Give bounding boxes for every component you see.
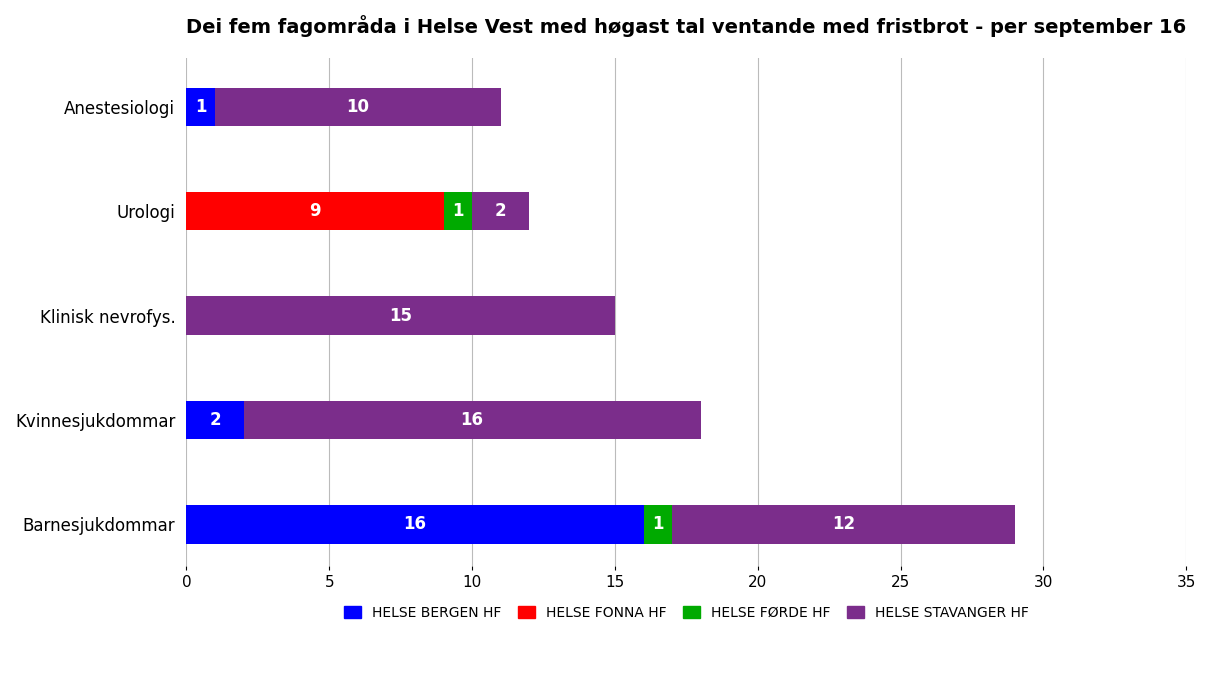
Bar (186, 88, 216, 126)
Text: 9: 9 (309, 202, 321, 220)
Bar (186, 296, 615, 335)
Text: 1: 1 (195, 98, 207, 116)
Bar (672, 505, 1015, 544)
Legend: HELSE BERGEN HF, HELSE FONNA HF, HELSE FØRDE HF, HELSE STAVANGER HF: HELSE BERGEN HF, HELSE FONNA HF, HELSE F… (339, 600, 1034, 626)
Bar (243, 401, 701, 439)
Text: 16: 16 (403, 516, 426, 534)
Text: 2: 2 (495, 202, 506, 220)
Bar (186, 505, 643, 544)
Bar (443, 192, 472, 230)
Bar (643, 505, 672, 544)
Text: 2: 2 (210, 411, 220, 429)
Bar (186, 401, 243, 439)
Text: 15: 15 (389, 307, 412, 325)
Bar (186, 192, 443, 230)
Text: 10: 10 (346, 98, 369, 116)
Title: Dei fem fagområda i Helse Vest med høgast tal ventande med fristbrot - per septe: Dei fem fagområda i Helse Vest med høgas… (186, 15, 1187, 37)
Text: 16: 16 (460, 411, 483, 429)
Text: 1: 1 (652, 516, 664, 534)
Bar (216, 88, 500, 126)
Bar (472, 192, 529, 230)
Text: 1: 1 (452, 202, 464, 220)
Text: 12: 12 (832, 516, 855, 534)
